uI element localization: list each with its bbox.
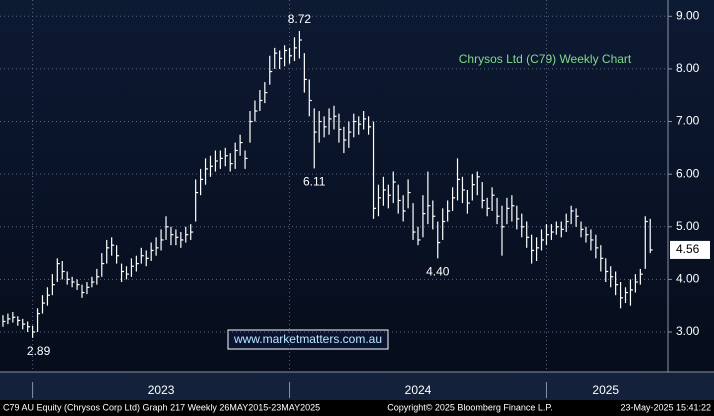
watermark-box bbox=[227, 329, 389, 350]
chart-title: Chrysos Ltd (C79) Weekly Chart bbox=[459, 52, 632, 66]
y-tick-label: 3.00 bbox=[676, 324, 700, 338]
last-price-box bbox=[670, 240, 710, 259]
x-axis-band bbox=[0, 372, 714, 400]
annotation: 6.11 bbox=[303, 175, 326, 189]
y-tick-label: 8.00 bbox=[676, 61, 700, 75]
x-tick-label: 2023 bbox=[148, 383, 175, 397]
last-price-label: 4.56 bbox=[676, 242, 700, 256]
footer-band bbox=[0, 400, 714, 416]
y-tick-label: 5.00 bbox=[676, 219, 700, 233]
watermark: www.marketmatters.com.au bbox=[233, 332, 382, 346]
annotation: 2.89 bbox=[27, 344, 51, 358]
annotation: 8.72 bbox=[288, 12, 312, 26]
footer-left: C79 AU Equity (Chrysos Corp Ltd) Graph 2… bbox=[3, 402, 320, 412]
y-tick-label: 6.00 bbox=[676, 166, 700, 180]
y-tick-label: 4.00 bbox=[676, 272, 700, 286]
x-tick-label: 2025 bbox=[592, 383, 619, 397]
footer-center: Copyright© 2025 Bloomberg Finance L.P. bbox=[387, 402, 553, 412]
annotation: 4.40 bbox=[426, 265, 450, 279]
y-tick-label: 9.00 bbox=[676, 8, 700, 22]
footer-right: 23-May-2025 15:41:22 bbox=[620, 402, 711, 412]
x-tick-label: 2024 bbox=[405, 383, 432, 397]
y-tick-label: 7.00 bbox=[676, 114, 700, 128]
